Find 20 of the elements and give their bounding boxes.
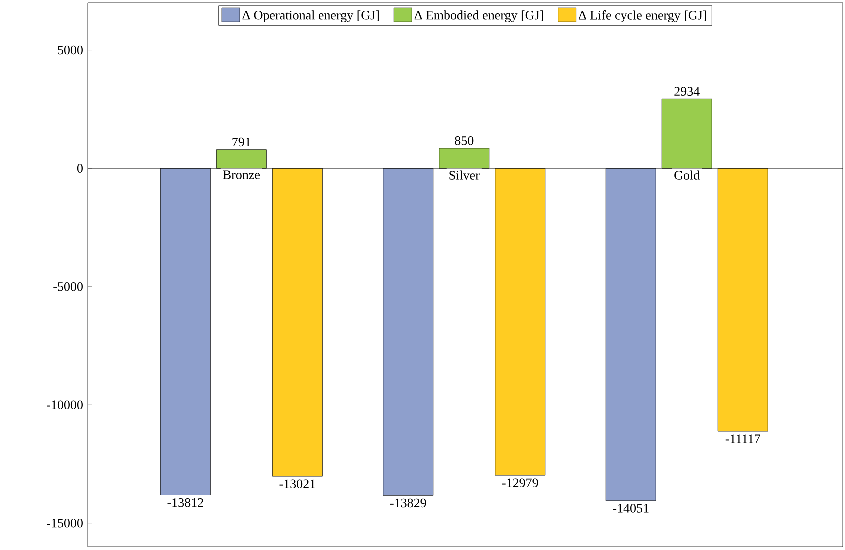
data-label: -13021 xyxy=(280,480,316,489)
data-label: 850 xyxy=(455,136,474,146)
x-tick-label: Silver xyxy=(450,170,480,180)
x-tick-label: Gold xyxy=(674,170,700,180)
data-label: 2934 xyxy=(674,87,700,96)
y-tick-label: 5000 xyxy=(58,46,83,55)
legend-label: Δ Life cycle energy [GJ] xyxy=(578,10,706,23)
data-label: -13812 xyxy=(168,498,204,508)
legend-label: Δ Embodied energy [GJ] xyxy=(414,10,544,22)
y-tick-label: 0 xyxy=(77,164,83,173)
data-label: -14051 xyxy=(613,504,649,513)
data-label: 791 xyxy=(232,138,251,147)
y-tick-label: -5000 xyxy=(54,282,83,292)
y-tick-label: -10000 xyxy=(47,400,83,410)
y-tick-label: -15000 xyxy=(47,518,83,528)
x-tick-label: Bronze xyxy=(223,170,260,180)
legend-label: Δ Operational energy [GJ] xyxy=(242,10,379,22)
data-label: -13829 xyxy=(390,498,426,508)
data-label: -11117 xyxy=(726,434,760,444)
data-label: -12979 xyxy=(502,478,538,488)
